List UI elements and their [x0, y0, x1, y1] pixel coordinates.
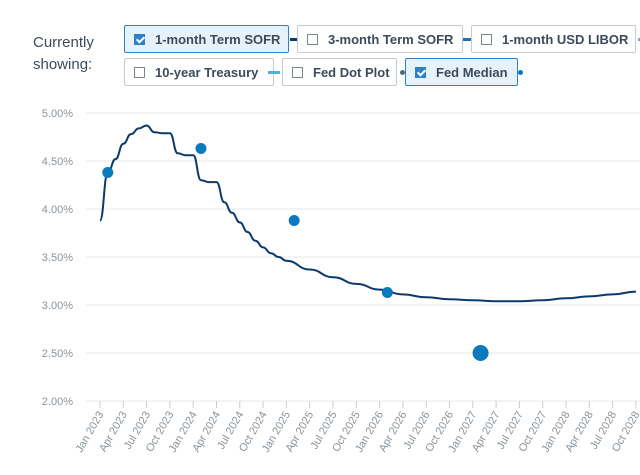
- toggle-fed-median[interactable]: Fed Median: [405, 58, 523, 86]
- toggle-label: Fed Median: [436, 64, 508, 80]
- legend-line-icon: [638, 37, 640, 41]
- y-tick-label: 3.50%: [42, 252, 73, 264]
- toggle-fed-dot-plot[interactable]: Fed Dot Plot: [282, 58, 405, 86]
- toggle-label: 10-year Treasury: [155, 64, 259, 80]
- legend-dot-icon: [399, 69, 405, 75]
- y-tick-label: 3.00%: [42, 300, 73, 312]
- checkbox-icon[interactable]: [134, 66, 145, 78]
- fed-median-point: [102, 167, 114, 179]
- y-axis: 5.00% 4.50% 4.00% 3.50% 3.00% 2.50% 2.00%: [42, 108, 73, 408]
- plot-area: [99, 124, 636, 361]
- checkbox-icon[interactable]: [481, 33, 492, 45]
- toggle-3-month-term-sofr[interactable]: 3-month Term SOFR: [297, 25, 476, 53]
- y-tick-label: 5.00%: [42, 108, 73, 120]
- legend-line-icon: [290, 37, 303, 41]
- fed-median-point: [381, 287, 393, 299]
- legend-line-icon: [463, 37, 476, 41]
- fed-median-point: [288, 215, 300, 227]
- series-line-1-month-term-sofr: [99, 124, 636, 303]
- toggle-1-month-term-sofr[interactable]: 1-month Term SOFR: [124, 25, 303, 53]
- checkbox-icon[interactable]: [292, 66, 303, 78]
- toggle-1-month-usd-libor[interactable]: 1-month USD LIBOR: [471, 25, 640, 53]
- legend-line-icon: [268, 70, 281, 74]
- fed-median-point: [472, 345, 489, 361]
- checkbox-icon[interactable]: [415, 66, 426, 78]
- y-tick-label: 2.50%: [42, 348, 73, 360]
- toggle-label: 3-month Term SOFR: [328, 31, 454, 47]
- toggle-label: 1-month USD LIBOR: [502, 31, 629, 47]
- y-tick-label: 4.00%: [42, 204, 73, 216]
- currently-showing-label: Currently showing:: [33, 34, 94, 73]
- toggle-label: Fed Dot Plot: [313, 64, 390, 80]
- toggle-10-year-treasury[interactable]: 10-year Treasury: [124, 58, 281, 86]
- fed-median-point: [195, 143, 207, 155]
- checkbox-icon[interactable]: [307, 33, 318, 45]
- checkbox-icon[interactable]: [134, 33, 145, 45]
- legend-dot-icon: [517, 69, 523, 75]
- toggle-label: 1-month Term SOFR: [155, 31, 281, 47]
- y-tick-label: 2.00%: [42, 396, 73, 408]
- chart-gridlines: [86, 112, 640, 402]
- y-tick-label: 4.50%: [42, 156, 73, 168]
